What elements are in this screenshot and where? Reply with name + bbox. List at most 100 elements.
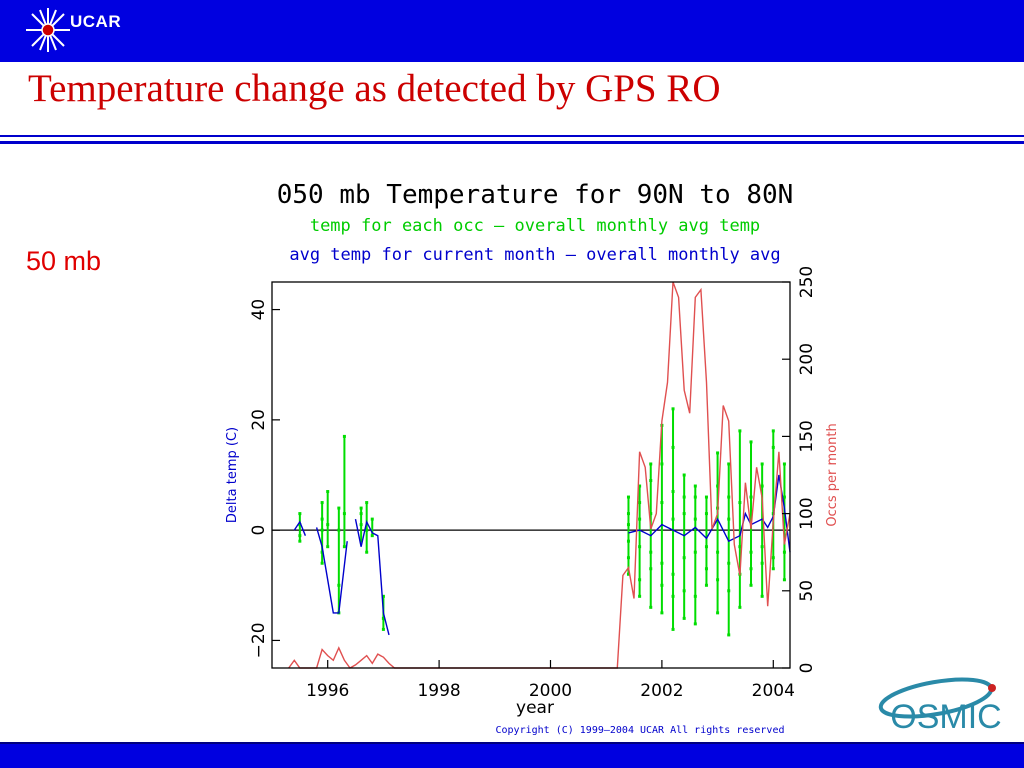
occ-point-13-2: [671, 594, 675, 598]
occ-point-12-5: [660, 561, 664, 565]
chart-subtitle-green: temp for each occ – overall monthly avg …: [310, 216, 760, 236]
temperature-chart: 050 mb Temperature for 90N to 80N temp f…: [225, 180, 840, 736]
pressure-level-label: 50 mb: [26, 246, 102, 276]
y-right-tick-label-0: 0: [797, 663, 817, 674]
occ-point-1-0: [320, 550, 324, 554]
occ-point-21-4: [760, 545, 764, 549]
y-left-tick-label--20: −20: [249, 622, 269, 658]
occ-point-20-3: [749, 495, 753, 499]
occ-point-1-4: [320, 528, 324, 532]
occ-point-4-1: [342, 545, 346, 549]
occs-line-0: [288, 281, 791, 669]
occ-point-0-3: [298, 534, 302, 538]
occ-point-18-0: [727, 633, 731, 637]
y-left-tick-label-20: 20: [249, 409, 269, 431]
occ-point-14-0: [682, 616, 686, 620]
occ-point-1-2: [320, 501, 324, 505]
occ-point-3-2: [337, 506, 341, 510]
occ-point-15-1: [693, 484, 697, 488]
occ-point-4-2: [342, 512, 346, 516]
title-rule-thick: [0, 141, 1024, 144]
occ-point-16-2: [704, 567, 708, 571]
occ-point-18-2: [727, 589, 731, 593]
occ-point-11-0: [649, 605, 653, 609]
chart-title: 050 mb Temperature for 90N to 80N: [277, 180, 794, 210]
occ-point-18-5: [727, 517, 731, 521]
occ-point-13-0: [671, 627, 675, 631]
occ-point-17-2: [716, 578, 720, 582]
occ-point-19-1: [738, 429, 742, 433]
occ-point-0-2: [298, 523, 302, 527]
y-left-tick-label-40: 40: [249, 299, 269, 321]
occ-point-9-5: [626, 539, 630, 543]
occ-point-18-4: [727, 561, 731, 565]
occ-point-13-5: [671, 572, 675, 576]
occ-point-14-3: [682, 495, 686, 499]
occ-point-19-0: [738, 605, 742, 609]
delta-temp-line-0: [293, 520, 307, 536]
occ-point-5-2: [359, 523, 363, 527]
occ-point-1-1: [320, 517, 324, 521]
occ-point-8-1: [381, 616, 385, 620]
occ-point-8-0: [381, 594, 385, 598]
occ-point-14-4: [682, 556, 686, 560]
x-tick-label-2002: 2002: [640, 681, 683, 701]
occ-point-16-1: [704, 495, 708, 499]
occ-point-23-1: [782, 462, 786, 466]
occ-point-5-3: [359, 512, 363, 516]
occ-point-3-0: [337, 583, 341, 587]
occ-point-17-1: [716, 451, 720, 455]
occ-point-10-2: [638, 578, 642, 582]
y-right-tick-label-100: 100: [797, 497, 817, 529]
occ-point-2-2: [326, 523, 330, 527]
x-axis-label: year: [516, 698, 554, 718]
occ-point-5-0: [359, 506, 363, 510]
occ-point-23-2: [782, 550, 786, 554]
occ-point-12-0: [660, 611, 664, 615]
occ-point-20-4: [749, 550, 753, 554]
occ-point-9-1: [626, 512, 630, 516]
osmic-logo-text: OSMIC: [890, 698, 1001, 736]
occ-point-20-2: [749, 567, 753, 571]
chart-subtitle-blue: avg temp for current month – overall mon…: [289, 245, 780, 265]
y-right-tick-label-200: 200: [797, 343, 817, 375]
occ-point-12-4: [660, 501, 664, 505]
occ-point-23-3: [782, 495, 786, 499]
y-left-axis-label: Delta temp (C): [225, 427, 240, 523]
ucar-logo-text: UCAR: [70, 12, 122, 31]
occ-point-20-1: [749, 440, 753, 444]
y-right-tick-label-250: 250: [797, 266, 817, 298]
occ-point-6-0: [365, 501, 369, 505]
occ-point-11-3: [649, 462, 653, 466]
occ-point-9-3: [626, 523, 630, 527]
y-right-tick-label-150: 150: [797, 420, 817, 452]
occ-point-11-1: [649, 479, 653, 483]
occ-point-10-0: [638, 594, 642, 598]
occ-point-21-1: [760, 462, 764, 466]
occ-point-21-3: [760, 484, 764, 488]
occ-point-22-1: [771, 445, 775, 449]
occ-point-14-5: [682, 512, 686, 516]
occ-point-18-1: [727, 462, 731, 466]
x-tick-label-1998: 1998: [417, 681, 460, 701]
occ-point-19-4: [738, 545, 742, 549]
y-left-tick-label-0: 0: [249, 525, 269, 536]
occ-point-16-3: [704, 512, 708, 516]
occ-point-4-0: [342, 434, 346, 438]
plot-frame: [271, 281, 791, 669]
occ-point-16-0: [704, 583, 708, 587]
occ-point-12-1: [660, 462, 664, 466]
occ-point-10-5: [638, 517, 642, 521]
occ-point-10-3: [638, 484, 642, 488]
occ-point-9-2: [626, 572, 630, 576]
occ-point-10-1: [638, 501, 642, 505]
occ-point-11-2: [649, 567, 653, 571]
occ-point-22-3: [771, 429, 775, 433]
occ-point-14-2: [682, 589, 686, 593]
x-tick-label-2000: 2000: [529, 681, 572, 701]
ucar-logo: [26, 8, 70, 52]
occ-point-15-0: [693, 622, 697, 626]
top-bar: [0, 0, 1024, 62]
occ-point-17-4: [716, 550, 720, 554]
occ-point-13-1: [671, 445, 675, 449]
